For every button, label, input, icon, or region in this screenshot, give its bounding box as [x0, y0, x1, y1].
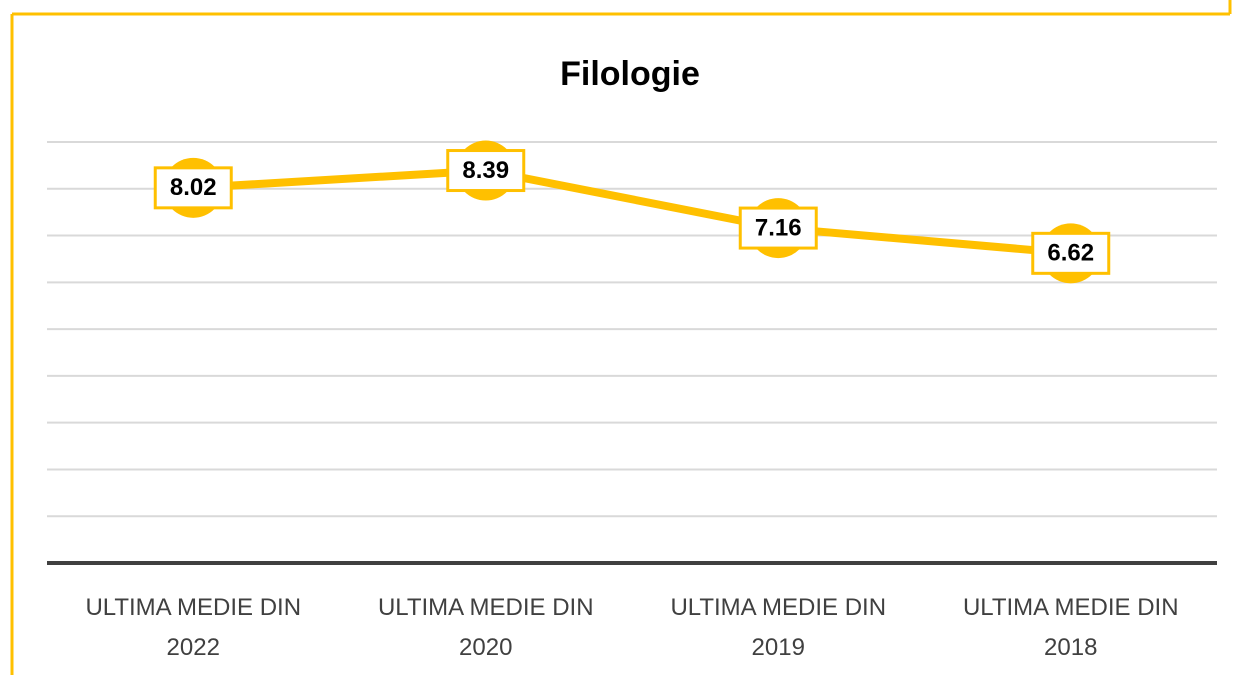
data-label: 8.39	[462, 157, 509, 184]
series-line	[193, 166, 1072, 258]
data-label: 6.62	[1047, 240, 1094, 267]
chart-title: Filologie	[560, 55, 700, 93]
data-label-box	[1031, 231, 1111, 275]
data-label: 8.02	[170, 174, 217, 201]
data-label-box	[446, 149, 526, 193]
x-tick-label: ULTIMA MEDIE DIN 2022	[85, 594, 302, 661]
x-tick-label: ULTIMA MEDIE DIN 2019	[670, 594, 887, 661]
data-label: 7.16	[755, 214, 802, 241]
data-label-box	[153, 166, 233, 210]
x-tick-label: ULTIMA MEDIE DIN 2018	[962, 594, 1179, 661]
data-label-box	[738, 206, 818, 250]
x-tick-label: ULTIMA MEDIE DIN 2020	[377, 594, 594, 661]
